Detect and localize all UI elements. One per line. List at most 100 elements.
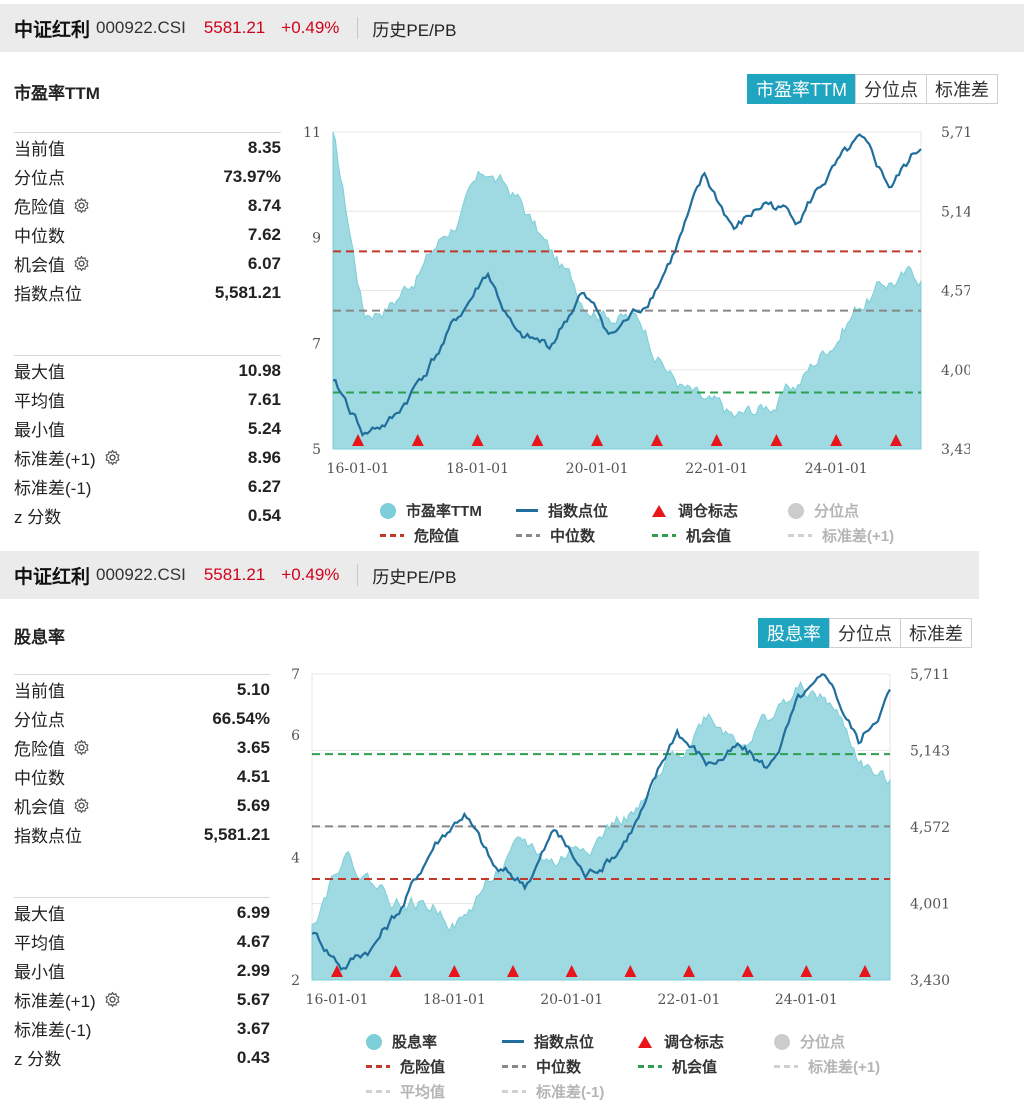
stat-row: 当前值 8.35 xyxy=(14,133,281,162)
gear-icon[interactable] xyxy=(73,797,90,814)
stat-value: 5.24 xyxy=(247,418,281,438)
left-tick-label: 11 xyxy=(303,125,321,141)
x-tick-label: 18-01-01 xyxy=(446,461,509,477)
right-tick-label: 4,001 xyxy=(941,363,970,379)
stat-row: 最小值 2.99 xyxy=(14,956,270,985)
legend-item[interactable]: 调仓标志 xyxy=(652,500,738,521)
tab-percentile[interactable]: 分位点 xyxy=(829,618,901,648)
legend-dash-icon xyxy=(502,1090,526,1093)
stat-label: 标准差(-1) xyxy=(14,1016,91,1041)
stat-label: 标准差(+1) xyxy=(14,445,121,470)
legend-item[interactable]: 危险值 xyxy=(366,1056,445,1077)
legend-item[interactable]: 指数点位 xyxy=(516,500,608,521)
index-name: 中证红利 xyxy=(14,19,91,41)
stat-label-text: 标准差(-1) xyxy=(14,1021,92,1040)
gear-icon[interactable] xyxy=(73,255,90,272)
legend-item[interactable]: 中位数 xyxy=(516,525,595,546)
stat-value: 3.67 xyxy=(236,1018,270,1038)
legend-item[interactable]: 危险值 xyxy=(380,525,459,546)
gear-icon[interactable] xyxy=(104,991,121,1008)
left-tick-label: 2 xyxy=(291,973,300,989)
tab-percentile[interactable]: 分位点 xyxy=(854,74,927,104)
index-line xyxy=(311,672,891,971)
right-tick-label: 5,711 xyxy=(910,667,950,683)
legend-label: 标准差(+1) xyxy=(808,1059,881,1076)
index-price: 5581.21 xyxy=(203,18,266,37)
legend-dash-icon xyxy=(366,1065,390,1068)
stat-label-text: 最大值 xyxy=(14,905,65,924)
stat-value: 7.61 xyxy=(247,389,281,409)
stat-value: 8.74 xyxy=(247,195,281,215)
stat-row: 当前值 5.10 xyxy=(14,675,270,704)
legend-label: 中位数 xyxy=(550,528,596,545)
left-tick-label: 7 xyxy=(291,667,300,683)
legend-item[interactable]: 市盈率TTM xyxy=(380,500,482,521)
dividend-chart: 3,430 4,001 4,572 5,143 5,711 2 4 6 7 16-01-01 18-… xyxy=(291,667,950,1008)
history-pe-pb-link[interactable]: 历史PE/PB xyxy=(372,20,457,40)
legend-item[interactable]: 标准差(+1) xyxy=(788,525,894,546)
legend-item[interactable]: 中位数 xyxy=(502,1056,581,1077)
index-line xyxy=(332,133,922,437)
legend-item[interactable]: 指数点位 xyxy=(502,1031,594,1052)
rebalance-marker xyxy=(710,434,723,446)
stat-row: z 分数 0.54 xyxy=(14,501,281,530)
stats-group: 最大值 10.98 平均值 7.61 最小值 5.24 标准差(+1) 8.96 标准差(-1)… xyxy=(14,355,281,530)
stat-row: 危险值 8.74 xyxy=(14,191,281,220)
stat-row: 最大值 10.98 xyxy=(14,356,281,385)
tab-pe-ttm[interactable]: 市盈率TTM xyxy=(747,74,856,104)
left-tick-label: 7 xyxy=(312,336,321,352)
gear-icon[interactable] xyxy=(73,739,90,756)
legend-label: 调仓标志 xyxy=(664,1034,725,1051)
stat-label: 标准差(-1) xyxy=(14,474,91,499)
stat-value: 66.54% xyxy=(212,708,270,728)
legend-item[interactable]: 标准差(+1) xyxy=(774,1056,880,1077)
tab-stddev[interactable]: 标准差 xyxy=(900,618,972,648)
history-pe-pb-link[interactable]: 历史PE/PB xyxy=(372,567,457,587)
divider xyxy=(357,564,359,586)
tab-dividend-yield[interactable]: 股息率 xyxy=(758,618,830,648)
stat-label: 指数点位 xyxy=(14,280,82,305)
right-tick-label: 4,572 xyxy=(941,284,970,300)
stat-label: 平均值 xyxy=(14,387,65,412)
stat-value: 73.97% xyxy=(223,166,281,186)
legend-item[interactable]: 平均值 xyxy=(366,1081,445,1102)
legend-dot-icon xyxy=(774,1033,790,1050)
legend: 市盈率TTM 指数点位 调仓标志 分位点危险值 中位数 机会值 标准差(+1) xyxy=(380,500,940,550)
stat-value: 5,581.21 xyxy=(203,824,270,844)
legend-item[interactable]: 分位点 xyxy=(774,1031,845,1052)
x-tick-label: 20-01-01 xyxy=(566,461,629,477)
stat-label-text: 中位数 xyxy=(14,227,65,246)
stat-row: 中位数 4.51 xyxy=(14,762,270,791)
right-tick-label: 4,001 xyxy=(910,897,950,913)
stat-label: 最小值 xyxy=(14,416,65,441)
gear-icon[interactable] xyxy=(73,197,90,214)
stat-row: 机会值 6.07 xyxy=(14,249,281,278)
right-tick-label: 5,143 xyxy=(910,744,950,760)
stat-row: 危险值 3.65 xyxy=(14,733,270,762)
legend-item[interactable]: 股息率 xyxy=(366,1031,437,1052)
legend-item[interactable]: 机会值 xyxy=(652,525,731,546)
legend-label: 机会值 xyxy=(686,528,732,545)
rebalance-marker xyxy=(389,965,402,977)
index-code: 000922.CSI xyxy=(96,18,186,37)
legend-item[interactable]: 机会值 xyxy=(638,1056,717,1077)
index-code: 000922.CSI xyxy=(96,565,186,584)
stat-row: 最大值 6.99 xyxy=(14,898,270,927)
gear-icon[interactable] xyxy=(104,449,121,466)
stat-label-text: 当前值 xyxy=(14,682,65,701)
legend-item[interactable]: 调仓标志 xyxy=(638,1031,724,1052)
legend-dash-icon xyxy=(516,534,540,537)
legend-dash-icon xyxy=(366,1090,390,1093)
stats-panel: 当前值 8.35 分位点 73.97% 危险值 8.74 中位数 7.62 机会值 6.07 指数点… xyxy=(14,132,281,530)
rebalance-marker xyxy=(624,965,637,977)
stat-row: 标准差(+1) 5.67 xyxy=(14,985,270,1014)
stats-group: 当前值 8.35 分位点 73.97% 危险值 8.74 中位数 7.62 机会值 6.07 指数点… xyxy=(14,132,281,307)
stat-row: 平均值 7.61 xyxy=(14,385,281,414)
legend-label: 中位数 xyxy=(536,1059,582,1076)
stat-value: 2.99 xyxy=(236,960,270,980)
stat-value: 7.62 xyxy=(247,224,281,244)
legend-item[interactable]: 标准差(-1) xyxy=(502,1081,604,1102)
tab-stddev[interactable]: 标准差 xyxy=(925,74,998,104)
stat-value: 3.65 xyxy=(236,737,270,757)
legend-item[interactable]: 分位点 xyxy=(788,500,859,521)
